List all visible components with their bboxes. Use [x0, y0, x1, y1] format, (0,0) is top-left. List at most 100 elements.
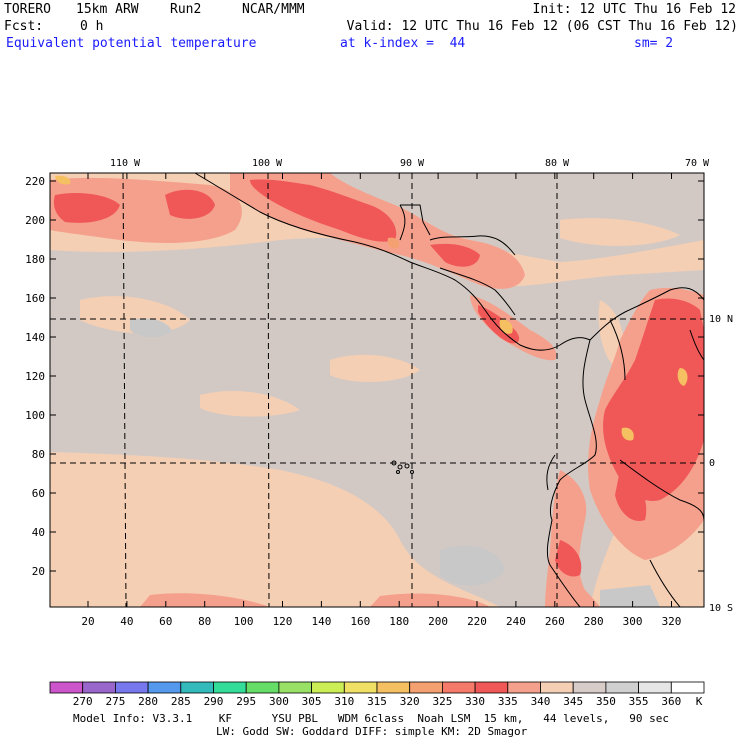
colorbar-label: 270 — [73, 695, 93, 708]
colorbar-swatch — [572, 681, 607, 694]
colorbar-swatch — [245, 681, 280, 694]
colorbar-label: 335 — [498, 695, 518, 708]
colorbar-swatch — [441, 681, 476, 694]
lat-label: 10 N — [709, 314, 733, 325]
colorbar-swatch — [376, 681, 411, 694]
y-tick-label: 40 — [32, 526, 45, 539]
x-tick-label: 220 — [467, 615, 487, 628]
init-time: Init: 12 UTC Thu 16 Feb 12 — [532, 2, 737, 17]
lon-label: 90 W — [400, 158, 425, 169]
colorbar-labels: 270 275 280 285 290 295 300 305 310 315 320 325 330 3… — [73, 695, 703, 708]
coastlines — [194, 173, 704, 607]
colorbar — [49, 681, 705, 694]
colorbar-label: 340 — [531, 695, 551, 708]
colorbar-swatch — [638, 681, 672, 694]
colorbar-label: 280 — [138, 695, 158, 708]
x-tick-label: 80 — [198, 615, 211, 628]
plot-frame — [49, 172, 705, 608]
colorbar-swatch — [311, 681, 345, 694]
colorbar-label: 290 — [204, 695, 224, 708]
y-axis: 220 200 180 160 140 120 100 80 60 40 20 — [25, 175, 704, 578]
smoothing-label: sm= 2 — [634, 36, 674, 51]
y-tick-label: 220 — [25, 175, 45, 188]
colorbar-label: 350 — [596, 695, 616, 708]
y-tick-label: 200 — [25, 214, 45, 227]
colorbar-label: 345 — [563, 695, 583, 708]
x-tick-label: 140 — [311, 615, 331, 628]
colorbar-swatch — [213, 681, 247, 694]
colorbar-swatch — [180, 681, 214, 694]
org-label: NCAR/MMM — [242, 2, 305, 17]
colorbar-swatch — [507, 681, 541, 694]
colorbar-swatch — [670, 681, 705, 694]
model-name: TORERO — [4, 2, 51, 17]
x-tick-label: 300 — [623, 615, 643, 628]
colorbar-label: 310 — [334, 695, 354, 708]
x-tick-label: 180 — [389, 615, 409, 628]
colorbar-swatch — [540, 681, 574, 694]
colorbar-label: 305 — [302, 695, 322, 708]
lon-label: 80 W — [545, 158, 570, 169]
colorbar-swatch — [49, 681, 84, 694]
colorbar-label: 325 — [432, 695, 452, 708]
lon-label: 110 W — [110, 158, 141, 169]
gray-ocean-region — [50, 238, 704, 607]
salmon-costa-rica — [470, 295, 557, 361]
x-tick-label: 120 — [273, 615, 293, 628]
footer-line1: Model Info: V3.3.1 KF YSU PBL WDM 6class… — [73, 712, 670, 725]
map-plot-area — [50, 173, 704, 607]
colorbar-swatch — [147, 681, 182, 694]
colorbar-label: 320 — [400, 695, 420, 708]
colorbar-label: 300 — [269, 695, 289, 708]
red-north-pacific — [53, 193, 121, 223]
x-tick-label: 280 — [584, 615, 604, 628]
colorbar-label: 285 — [171, 695, 191, 708]
colorbar-label: 330 — [465, 695, 485, 708]
colorbar-swatch — [474, 681, 509, 694]
y-tick-label: 120 — [25, 370, 45, 383]
x-tick-label: 100 — [234, 615, 254, 628]
y-tick-label: 100 — [25, 409, 45, 422]
colorbar-label: 275 — [105, 695, 125, 708]
colorbar-swatch — [115, 681, 149, 694]
colorbar-swatch — [343, 681, 378, 694]
colorbar-label: 295 — [236, 695, 256, 708]
run-label: Run2 — [170, 2, 202, 17]
latitude-labels: 10 N 0 10 S — [709, 314, 733, 614]
fcst-label: Fcst: — [4, 19, 44, 34]
level-label: at k-index = 44 — [340, 36, 466, 51]
x-tick-label: 20 — [81, 615, 94, 628]
x-tick-label: 40 — [120, 615, 133, 628]
x-tick-label: 240 — [506, 615, 526, 628]
latlon-grid — [50, 173, 704, 607]
lat-label: 10 S — [709, 603, 733, 614]
colorbar-swatch — [409, 681, 443, 694]
red-mexico — [250, 179, 397, 242]
colorbar-label: 315 — [367, 695, 387, 708]
field-name: Equivalent potential temperature — [6, 36, 257, 51]
colorbar-unit: K — [696, 695, 703, 708]
x-tick-label: 320 — [662, 615, 682, 628]
colorbar-swatch — [278, 681, 312, 694]
resolution: 15km ARW — [76, 2, 139, 17]
y-tick-label: 20 — [32, 565, 45, 578]
colorbar-label: 360 — [661, 695, 681, 708]
colorbar-swatch — [605, 681, 640, 694]
salmon-peru-coast — [545, 470, 600, 607]
y-tick-label: 80 — [32, 448, 45, 461]
x-tick-label: 160 — [350, 615, 370, 628]
red-colombia — [603, 298, 704, 501]
x-tick-label: 260 — [545, 615, 565, 628]
y-tick-label: 60 — [32, 487, 45, 500]
lat-label: 0 — [709, 458, 715, 469]
longitude-labels: 110 W 100 W 90 W 80 W 70 W — [110, 158, 710, 169]
x-tick-label: 200 — [428, 615, 448, 628]
fcst-value: 0 h — [80, 19, 104, 34]
y-tick-label: 160 — [25, 292, 45, 305]
x-axis: 20 40 60 80 100 120 140 160 180 200 220 240 260 280 30… — [81, 173, 681, 628]
x-tick-label: 60 — [159, 615, 172, 628]
footer-line2: LW: Godd SW: Goddard DIFF: simple KM: 2D… — [216, 725, 528, 738]
lon-label: 100 W — [252, 158, 283, 169]
colorbar-swatch — [82, 681, 116, 694]
